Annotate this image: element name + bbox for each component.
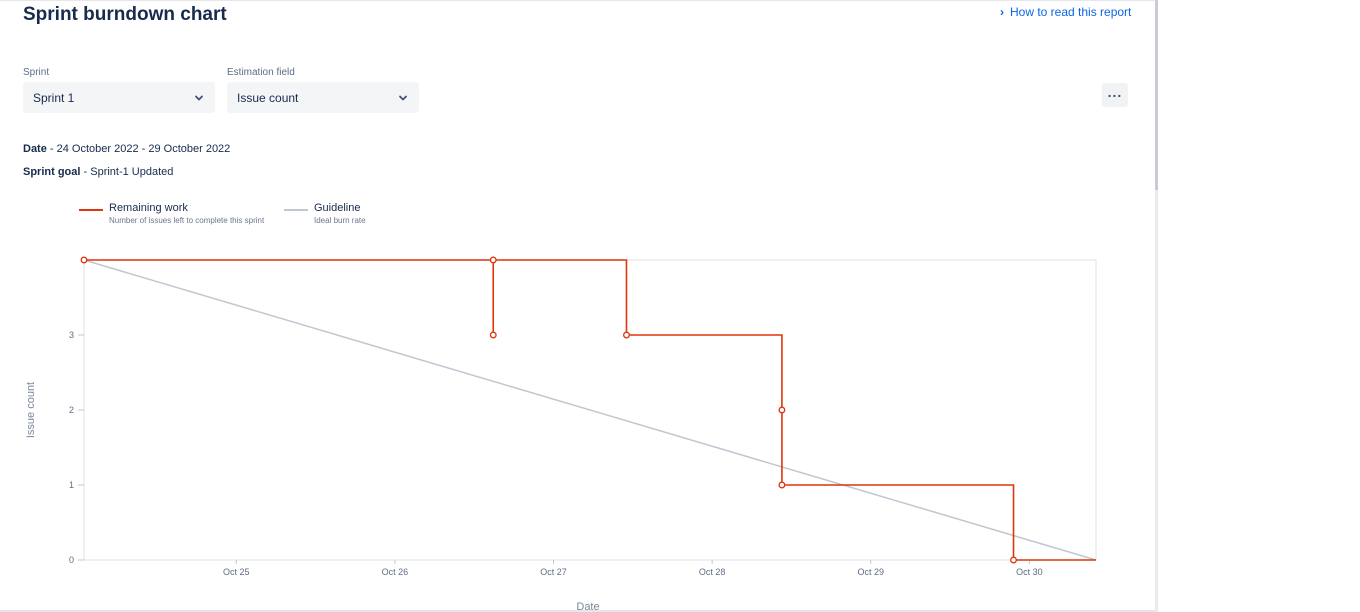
x-tick-label: Oct 28 [699,567,726,577]
y-axis: 0 1 2 3 [69,330,84,565]
chevron-down-icon [195,95,203,100]
series-layer [80,256,1097,564]
scrollbar-track[interactable] [1155,0,1158,612]
page-title: Sprint burndown chart [23,4,227,25]
legend-name-guideline: Guideline [314,202,361,214]
chevron-right-icon: › [1000,5,1004,19]
remaining-work-point[interactable] [1010,556,1017,564]
remaining-work-point[interactable] [80,256,88,264]
legend-desc-remaining-work: Number of issues left to complete this s… [109,216,265,225]
date-value: 24 October 2022 - 29 October 2022 [56,143,231,155]
sprint-goal: Sprint goal - Sprint-1 Updated [23,166,174,178]
estimation-field-select[interactable]: Issue count [227,82,419,113]
scrollbar-thumb[interactable] [1155,0,1158,190]
remaining-work-point[interactable] [489,331,497,339]
y-tick-label: 2 [69,405,74,415]
x-tick-label: Oct 25 [223,567,250,577]
x-tick-label: Oct 26 [382,567,409,577]
burndown-chart: 0 1 2 3 Oct 25 Oct 26 Oct 27 Oct 28 Oct 29 Oct 3… [25,256,1097,612]
remaining-work-point[interactable] [489,256,497,264]
sprint-select-value: Sprint 1 [33,90,75,105]
sprint-label: Sprint [23,67,50,78]
remaining-work-point[interactable] [778,481,786,489]
x-tick-label: Oct 27 [540,567,567,577]
sprint-goal-value: Sprint-1 Updated [90,166,174,178]
legend-guideline[interactable]: Guideline Ideal burn rate [284,202,366,225]
x-tick-label: Oct 29 [858,567,885,577]
estimation-field-label: Estimation field [227,67,295,78]
y-axis-title: Issue count [25,382,37,438]
estimation-field-value: Issue count [237,90,299,105]
date-label: Date [23,143,47,155]
x-axis: Oct 25 Oct 26 Oct 27 Oct 28 Oct 29 Oct 30 [223,560,1043,577]
how-to-read-label: How to read this report [1010,5,1132,19]
sprint-goal-label: Sprint goal [23,166,81,178]
remaining-work-point[interactable] [623,331,630,339]
legend-swatch-remaining-work [79,209,103,211]
legend-swatch-guideline [284,209,308,211]
how-to-read-link[interactable]: › How to read this report [1000,5,1131,19]
more-horizontal-icon: ... [1107,84,1123,100]
x-tick-label: Oct 30 [1016,567,1043,577]
legend-name-remaining-work: Remaining work [109,202,188,214]
chevron-down-icon [399,95,407,100]
legend-desc-guideline: Ideal burn rate [314,216,366,225]
more-actions-button[interactable]: ... [1102,83,1128,107]
legend-remaining-work[interactable]: Remaining work Number of issues left to … [79,202,264,225]
y-tick-label: 3 [69,330,74,340]
remaining-work-line [84,259,1096,561]
y-tick-label: 1 [69,480,74,490]
sprint-select[interactable]: Sprint 1 [23,82,215,113]
bottom-border [0,610,1157,612]
y-tick-label: 0 [69,555,74,565]
sprint-date: Date - 24 October 2022 - 29 October 2022 [23,143,231,155]
guideline-line [83,259,1097,561]
top-border [0,0,1157,1]
remaining-work-point[interactable] [778,406,786,414]
x-axis-title: Date [576,601,599,612]
